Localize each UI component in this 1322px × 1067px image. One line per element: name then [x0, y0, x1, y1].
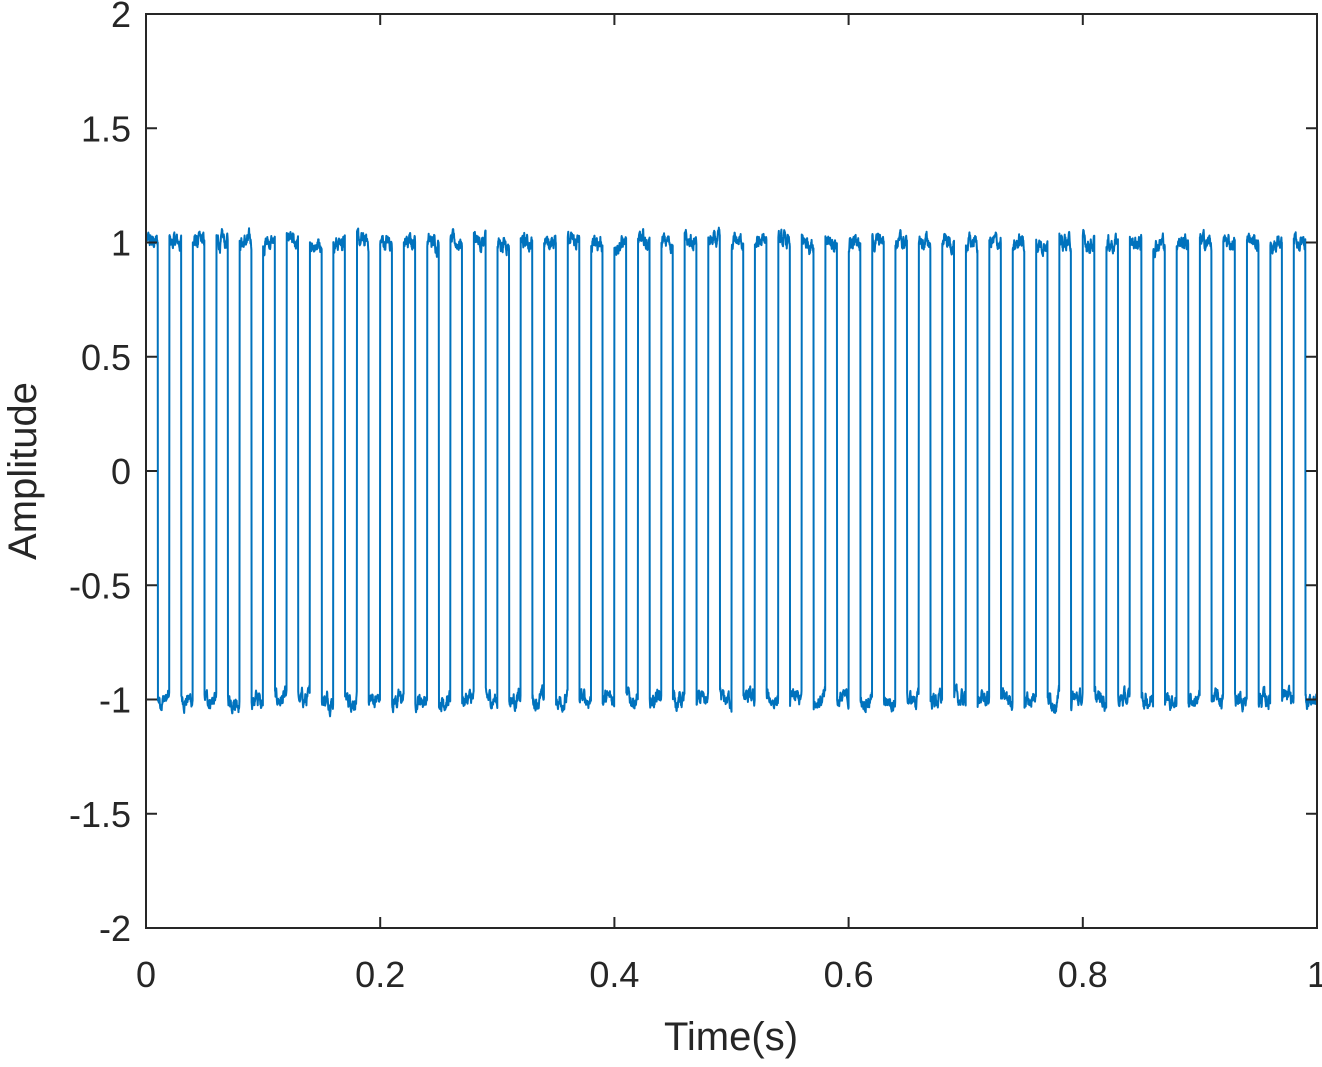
y-tick-label: 1 [111, 223, 131, 264]
x-axis-tick-labels: 0 0.2 0.4 0.6 0.8 1 [136, 954, 1322, 995]
x-tick-label: 0 [136, 954, 156, 995]
axes [145, 13, 1318, 929]
x-axis-label: Time(s) [664, 1015, 798, 1059]
y-tick-label: -2 [99, 908, 131, 949]
signal-line [146, 226, 1317, 718]
x-tick-label: 1 [1307, 954, 1322, 995]
plot-area [146, 226, 1317, 718]
x-tick-label: 0.6 [824, 954, 874, 995]
y-tick-label: -1.5 [69, 794, 131, 835]
y-axis-label: Amplitude [1, 382, 45, 560]
x-tick-label: 0.4 [589, 954, 639, 995]
y-tick-label: 0.5 [81, 337, 131, 378]
x-tick-label: 0.2 [355, 954, 405, 995]
y-tick-label: -1 [99, 680, 131, 721]
y-axis-tick-labels: -2 -1.5 -1 -0.5 0 0.5 1 1.5 2 [69, 0, 131, 949]
y-tick-label: 1.5 [81, 108, 131, 149]
y-tick-label: -0.5 [69, 565, 131, 606]
x-tick-label: 0.8 [1058, 954, 1108, 995]
y-tick-label: 2 [111, 0, 131, 35]
y-tick-label: 0 [111, 451, 131, 492]
